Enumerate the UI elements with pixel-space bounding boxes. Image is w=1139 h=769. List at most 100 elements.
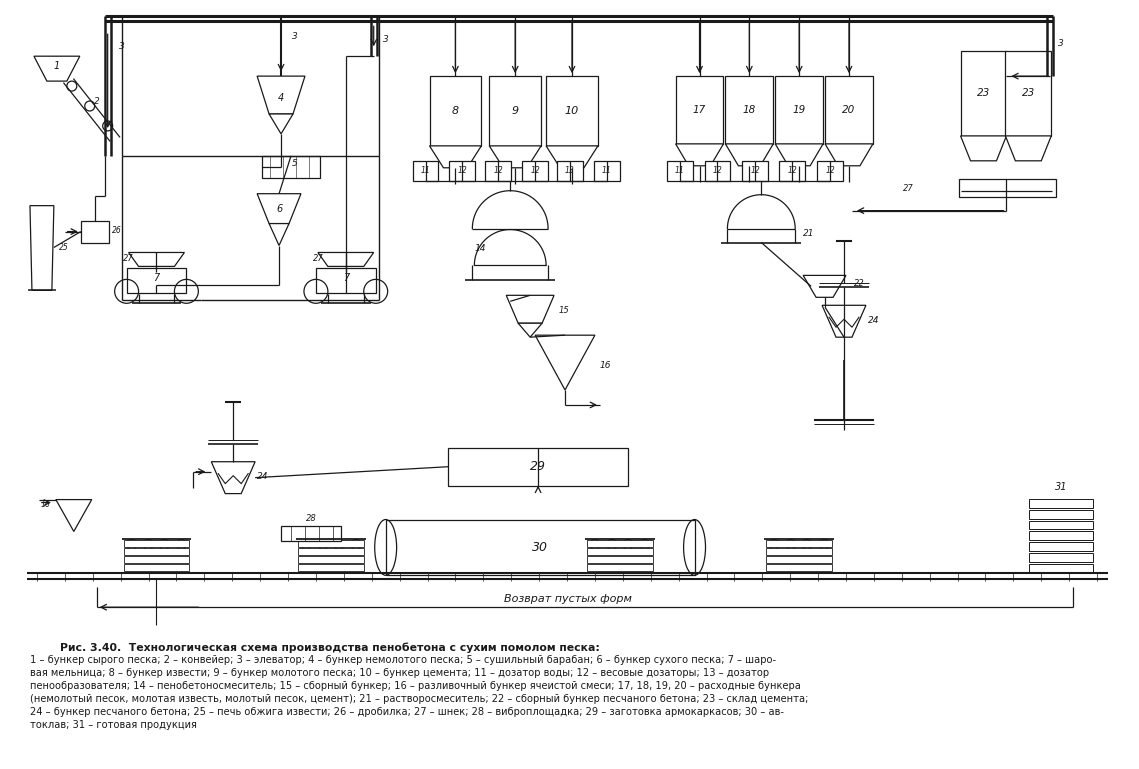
Text: 12: 12	[787, 166, 797, 175]
Text: 24: 24	[257, 472, 269, 481]
Text: 6: 6	[276, 204, 282, 214]
Polygon shape	[1006, 136, 1051, 161]
Text: пенообразователя; 14 – пенобетоносмеситель; 15 – сборный бункер; 16 – разливочны: пенообразователя; 14 – пенобетоносмесите…	[30, 681, 801, 691]
Bar	[298, 557, 363, 564]
Bar	[1030, 510, 1093, 518]
Text: 25: 25	[59, 243, 68, 252]
Bar	[666, 161, 693, 181]
Text: 11: 11	[674, 166, 685, 175]
Text: 20: 20	[843, 105, 855, 115]
Text: 10: 10	[565, 106, 579, 116]
Bar	[316, 268, 376, 293]
Polygon shape	[960, 136, 1007, 161]
Bar	[1030, 531, 1093, 541]
Polygon shape	[429, 146, 482, 168]
Bar	[593, 161, 620, 181]
Bar	[767, 541, 833, 548]
Bar	[557, 161, 583, 181]
Text: 24 – бункер песчаного бетона; 25 – печь обжига извести; 26 – дробилка; 27 – шнек: 24 – бункер песчаного бетона; 25 – печь …	[30, 707, 784, 717]
Polygon shape	[546, 146, 598, 168]
Bar	[298, 564, 363, 571]
Text: 16: 16	[599, 361, 611, 370]
Text: 27: 27	[903, 185, 915, 193]
Bar	[705, 161, 730, 181]
Bar	[1030, 564, 1093, 574]
Bar	[485, 161, 511, 181]
Text: 24: 24	[868, 316, 879, 325]
Text: 23: 23	[977, 88, 990, 98]
Bar	[726, 76, 773, 144]
Polygon shape	[822, 305, 866, 337]
Text: 19: 19	[793, 105, 805, 115]
Text: 23: 23	[1022, 88, 1035, 98]
Bar	[124, 557, 189, 564]
Polygon shape	[212, 461, 255, 494]
Polygon shape	[30, 205, 54, 291]
Text: 4: 4	[278, 93, 284, 103]
Polygon shape	[726, 144, 773, 166]
Bar	[126, 268, 187, 293]
Text: 5: 5	[292, 159, 298, 168]
Text: 22: 22	[853, 279, 865, 288]
Bar	[587, 541, 653, 548]
Bar	[546, 76, 598, 146]
Bar	[490, 76, 541, 146]
Text: 11: 11	[603, 166, 612, 175]
Text: 15: 15	[558, 306, 570, 315]
Bar	[960, 52, 1007, 136]
Text: 31: 31	[1055, 481, 1067, 491]
Text: 7: 7	[154, 274, 159, 284]
Text: 9: 9	[511, 106, 518, 116]
Polygon shape	[506, 295, 554, 323]
Bar	[1030, 521, 1093, 530]
Bar	[522, 161, 548, 181]
Bar	[298, 548, 363, 555]
Text: 3: 3	[292, 32, 298, 41]
Bar	[281, 527, 341, 541]
Polygon shape	[318, 252, 374, 266]
Text: 16: 16	[41, 500, 51, 509]
Polygon shape	[257, 76, 305, 114]
Text: 30: 30	[532, 541, 548, 554]
Text: 12: 12	[493, 166, 503, 175]
Polygon shape	[675, 144, 723, 166]
Polygon shape	[56, 500, 92, 531]
Bar	[767, 557, 833, 564]
Polygon shape	[257, 194, 301, 224]
Bar	[124, 548, 189, 555]
Bar	[587, 564, 653, 571]
Text: (немолотый песок, молотая известь, молотый песок, цемент); 21 – растворосмесител: (немолотый песок, молотая известь, молот…	[30, 694, 809, 704]
Bar	[386, 520, 695, 575]
Text: 14: 14	[475, 244, 486, 253]
Text: 2: 2	[93, 97, 99, 105]
Bar	[124, 541, 189, 548]
Text: вая мельница; 8 – бункер извести; 9 – бункер молотого песка; 10 – бункер цемента: вая мельница; 8 – бункер извести; 9 – бу…	[30, 668, 769, 678]
Polygon shape	[825, 144, 872, 166]
Text: Рис. 3.40.  Технологическая схема производства пенобетона с сухим помолом песка:: Рис. 3.40. Технологическая схема произво…	[60, 642, 600, 653]
Text: 27: 27	[123, 254, 134, 263]
Text: 1: 1	[54, 62, 60, 72]
Bar	[959, 178, 1056, 197]
Text: 3: 3	[1058, 38, 1064, 48]
Text: 12: 12	[531, 166, 540, 175]
Text: 28: 28	[305, 514, 317, 523]
Text: 12: 12	[458, 166, 467, 175]
Bar	[412, 161, 439, 181]
Bar	[743, 161, 769, 181]
Bar	[825, 76, 872, 144]
Text: 11: 11	[420, 166, 431, 175]
Text: 12: 12	[751, 166, 760, 175]
Bar	[767, 564, 833, 571]
Bar	[817, 161, 843, 181]
Bar	[124, 564, 189, 571]
Bar	[262, 156, 320, 178]
Polygon shape	[34, 56, 80, 81]
Text: 21: 21	[803, 229, 814, 238]
Bar	[1030, 498, 1093, 508]
Bar	[767, 548, 833, 555]
Bar	[675, 76, 723, 144]
Text: 12: 12	[825, 166, 835, 175]
Text: 12: 12	[713, 166, 722, 175]
Text: токлав; 31 – готовая продукция: токлав; 31 – готовая продукция	[30, 720, 197, 730]
Text: 29: 29	[530, 460, 546, 473]
